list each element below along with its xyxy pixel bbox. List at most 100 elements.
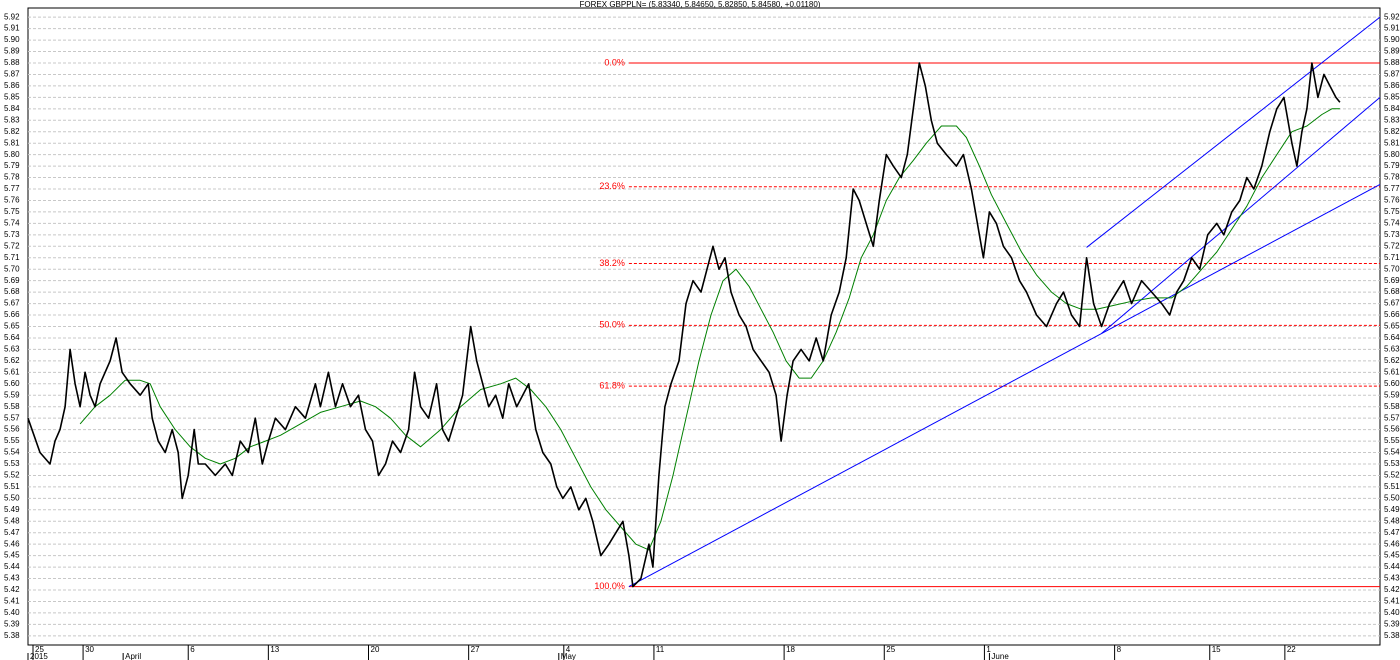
y-tick-label-right: 5.63 (1384, 345, 1400, 354)
y-tick-label-right: 5.68 (1384, 287, 1400, 296)
price-line (79, 108, 1340, 551)
y-tick-label: 5.43 (4, 574, 20, 583)
y-tick-label-right: 5.76 (1384, 196, 1400, 205)
y-tick-label: 5.57 (4, 413, 20, 422)
y-tick-label-right: 5.50 (1384, 493, 1400, 502)
x-tick-label: 22 (1287, 645, 1296, 654)
y-tick-label-right: 5.85 (1384, 92, 1400, 101)
fib-label: 50.0% (599, 320, 625, 330)
x-tick-label: 27 (471, 645, 480, 654)
y-tick-label-right: 5.79 (1384, 161, 1400, 170)
y-tick-label-right: 5.74 (1384, 218, 1400, 227)
y-tick-label-right: 5.54 (1384, 448, 1400, 457)
y-tick-label-right: 5.39 (1384, 619, 1400, 628)
fib-label: 61.8% (599, 380, 625, 390)
y-tick-label-right: 5.64 (1384, 333, 1400, 342)
y-tick-label-right: 5.78 (1384, 173, 1400, 182)
y-tick-label-right: 5.73 (1384, 230, 1400, 239)
y-tick-label: 5.88 (4, 58, 20, 67)
y-tick-label-right: 5.43 (1384, 574, 1400, 583)
y-tick-label-right: 5.86 (1384, 81, 1400, 90)
y-tick-label-right: 5.57 (1384, 413, 1400, 422)
x-tick-label: 1 (986, 645, 991, 654)
y-tick-label: 5.54 (4, 448, 20, 457)
y-tick-label-right: 5.87 (1384, 70, 1400, 79)
y-tick-label: 5.86 (4, 81, 20, 90)
y-tick-label-right: 5.82 (1384, 127, 1400, 136)
y-tick-label: 5.84 (4, 104, 20, 113)
x-tick-label: 11 (656, 645, 665, 654)
y-tick-label-right: 5.59 (1384, 390, 1400, 399)
y-tick-label: 5.75 (4, 207, 20, 216)
y-tick-label: 5.40 (4, 608, 20, 617)
y-tick-label-right: 5.70 (1384, 264, 1400, 273)
price-line (27, 62, 1341, 588)
month-label: June (991, 652, 1009, 660)
y-tick-label: 5.47 (4, 528, 20, 537)
y-tick-label-right: 5.53 (1384, 459, 1400, 468)
month-label: May (561, 652, 576, 660)
y-tick-label-right: 5.45 (1384, 551, 1400, 560)
y-tick-label: 5.87 (4, 70, 20, 79)
y-tick-label-right: 5.48 (1384, 516, 1400, 525)
y-tick-label-right: 5.92 (1384, 12, 1400, 21)
y-tick-label: 5.71 (4, 253, 20, 262)
y-tick-label-right: 5.62 (1384, 356, 1400, 365)
y-tick-label: 5.68 (4, 287, 20, 296)
y-tick-label: 5.56 (4, 425, 20, 434)
y-tick-label: 5.82 (4, 127, 20, 136)
y-tick-label: 5.76 (4, 196, 20, 205)
fib-label: 23.6% (599, 181, 625, 191)
y-tick-label: 5.65 (4, 322, 20, 331)
y-tick-label: 5.45 (4, 551, 20, 560)
y-tick-label: 5.90 (4, 35, 20, 44)
y-tick-label: 5.74 (4, 218, 20, 227)
y-tick-label: 5.80 (4, 150, 20, 159)
x-tick-label: 25 (35, 645, 44, 654)
y-tick-label-right: 5.80 (1384, 150, 1400, 159)
y-tick-label: 5.72 (4, 241, 20, 250)
trend-line (1086, 16, 1381, 248)
y-tick-label: 5.49 (4, 505, 20, 514)
y-tick-label-right: 5.66 (1384, 310, 1400, 319)
y-tick-label: 5.78 (4, 173, 20, 182)
y-tick-label: 5.89 (4, 47, 20, 56)
y-tick-label: 5.85 (4, 92, 20, 101)
y-tick-label: 5.61 (4, 367, 20, 376)
y-tick-label: 5.53 (4, 459, 20, 468)
y-tick-label-right: 5.49 (1384, 505, 1400, 514)
y-tick-label-right: 5.46 (1384, 539, 1400, 548)
x-tick-label: 6 (190, 645, 195, 654)
y-tick-label: 5.81 (4, 138, 20, 147)
month-label: 2015 (30, 652, 48, 660)
y-tick-label-right: 5.91 (1384, 24, 1400, 33)
y-tick-label: 5.58 (4, 402, 20, 411)
y-tick-label: 5.60 (4, 379, 20, 388)
y-tick-label-right: 5.69 (1384, 276, 1400, 285)
y-tick-label-right: 5.60 (1384, 379, 1400, 388)
y-tick-label-right: 5.84 (1384, 104, 1400, 113)
y-tick-label-right: 5.72 (1384, 241, 1400, 250)
y-tick-label: 5.42 (4, 585, 20, 594)
x-tick-label: 8 (1117, 645, 1122, 654)
y-tick-label-right: 5.47 (1384, 528, 1400, 537)
y-tick-label: 5.83 (4, 115, 20, 124)
y-tick-label: 5.46 (4, 539, 20, 548)
y-tick-label-right: 5.41 (1384, 597, 1400, 606)
y-tick-label-right: 5.67 (1384, 299, 1400, 308)
y-tick-label: 5.38 (4, 631, 20, 640)
fib-label: 0.0% (604, 57, 625, 67)
y-tick-label-right: 5.55 (1384, 436, 1400, 445)
y-tick-label-right: 5.77 (1384, 184, 1400, 193)
y-tick-label-right: 5.81 (1384, 138, 1400, 147)
x-tick-label: 18 (786, 645, 795, 654)
trend-line (628, 183, 1381, 588)
y-tick-label-right: 5.58 (1384, 402, 1400, 411)
x-tick-label: 15 (1212, 645, 1221, 654)
y-tick-label-right: 5.56 (1384, 425, 1400, 434)
y-tick-label-right: 5.44 (1384, 562, 1400, 571)
y-tick-label: 5.64 (4, 333, 20, 342)
x-tick-label: 4 (566, 645, 571, 654)
y-tick-label: 5.70 (4, 264, 20, 273)
